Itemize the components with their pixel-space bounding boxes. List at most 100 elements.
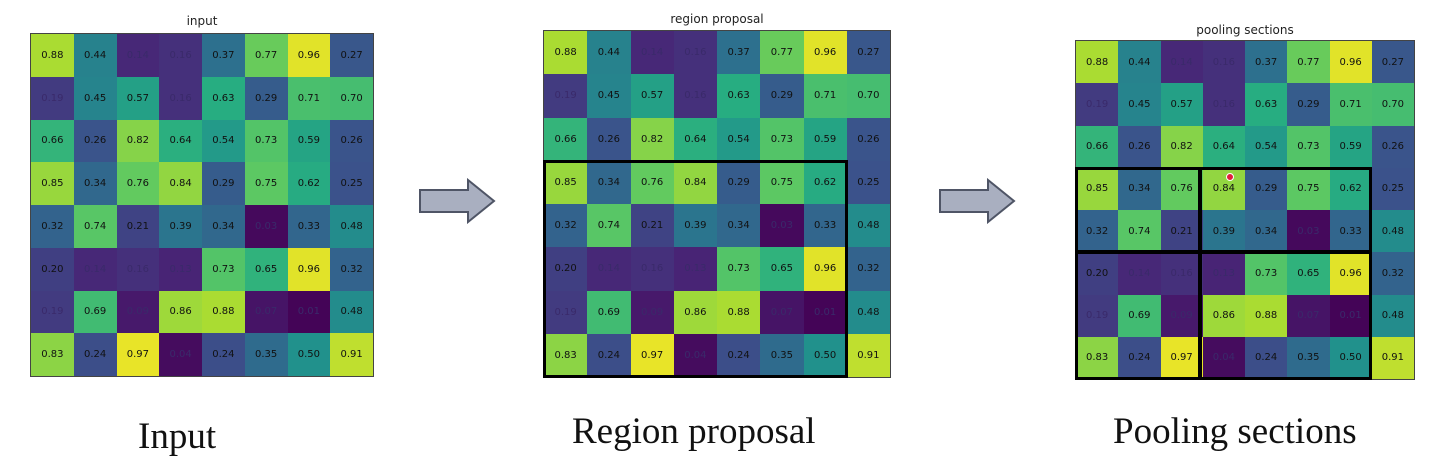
matrix-cell: 0.13: [1202, 252, 1245, 295]
matrix-cell: 0.19: [31, 76, 74, 120]
pooling-sections-caption: Pooling sections: [1113, 411, 1357, 452]
matrix-cell: 0.34: [73, 162, 117, 205]
matrix-cell: 0.39: [673, 204, 717, 248]
matrix-cell: 0.24: [1245, 336, 1288, 379]
matrix-cell: 0.29: [1287, 83, 1330, 126]
matrix-cell: 0.74: [1118, 210, 1161, 253]
matrix-cell: 0.48: [330, 290, 373, 334]
matrix-cell: 0.01: [287, 290, 331, 334]
matrix-cell: 0.64: [159, 119, 202, 163]
matrix-cell: 0.34: [1118, 167, 1161, 210]
matrix-cell: 0.16: [1160, 252, 1203, 295]
matrix-cell: 0.75: [1287, 167, 1330, 210]
matrix-cell: 0.35: [244, 333, 288, 376]
matrix-cell: 0.77: [760, 31, 804, 75]
matrix-cell: 0.64: [1202, 125, 1245, 168]
matrix-cell: 0.82: [116, 119, 160, 163]
matrix-cell: 0.25: [1371, 167, 1414, 210]
matrix-cell: 0.21: [116, 205, 160, 248]
matrix-cell: 0.73: [760, 117, 804, 161]
matrix-cell: 0.85: [31, 162, 74, 205]
matrix-cell: 0.09: [1160, 294, 1203, 337]
matrix-cell: 0.45: [587, 74, 631, 118]
matrix-cell: 0.20: [544, 247, 588, 291]
matrix-cell: 0.57: [1160, 83, 1203, 126]
matrix-cell: 0.83: [544, 333, 588, 377]
matrix-cell: 0.37: [1245, 41, 1288, 84]
matrix-cell: 0.88: [544, 31, 588, 75]
matrix-cell: 0.01: [803, 290, 847, 334]
matrix-cell: 0.50: [287, 333, 331, 376]
matrix-cell: 0.96: [803, 247, 847, 291]
matrix-cell: 0.37: [717, 31, 761, 75]
matrix-cell: 0.48: [1371, 210, 1414, 253]
matrix-cell: 0.97: [1160, 336, 1203, 379]
right-arrow-icon: [419, 178, 496, 224]
matrix-cell: 0.19: [544, 74, 588, 118]
matrix-cell: 0.86: [673, 290, 717, 334]
matrix-cell: 0.54: [1245, 125, 1288, 168]
matrix-cell: 0.45: [1118, 83, 1161, 126]
matrix-cell: 0.34: [202, 205, 245, 248]
matrix-cell: 0.19: [1076, 294, 1119, 337]
matrix-cell: 0.97: [630, 333, 674, 377]
matrix-cell: 0.74: [587, 204, 631, 248]
matrix-cell: 0.77: [244, 34, 288, 77]
matrix-cell: 0.65: [760, 247, 804, 291]
matrix-cell: 0.70: [330, 76, 373, 120]
matrix-cell: 0.07: [244, 290, 288, 334]
matrix-cell: 0.27: [330, 34, 373, 77]
matrix-cell: 0.29: [202, 162, 245, 205]
matrix-cell: 0.57: [630, 74, 674, 118]
matrix-cell: 0.29: [244, 76, 288, 120]
matrix-cell: 0.54: [717, 117, 761, 161]
matrix-cell: 0.07: [760, 290, 804, 334]
matrix-cell: 0.16: [673, 74, 717, 118]
matrix-cell: 0.21: [630, 204, 674, 248]
matrix-cell: 0.16: [1202, 83, 1245, 126]
matrix-cell: 0.70: [846, 74, 890, 118]
matrix-cell: 0.35: [1287, 336, 1330, 379]
matrix-cell: 0.73: [202, 247, 245, 291]
matrix-cell: 0.34: [717, 204, 761, 248]
matrix-cell: 0.24: [202, 333, 245, 376]
matrix-cell: 0.76: [1160, 167, 1203, 210]
matrix-cell: 0.59: [1329, 125, 1372, 168]
matrix-cell: 0.96: [287, 247, 331, 291]
matrix-cell: 0.88: [202, 290, 245, 334]
matrix-cell: 0.96: [287, 34, 331, 77]
matrix-cell: 0.19: [1076, 83, 1119, 126]
matrix-cell: 0.48: [846, 290, 890, 334]
matrix-cell: 0.13: [159, 247, 202, 291]
matrix-cell: 0.35: [760, 333, 804, 377]
matrix-cell: 0.24: [1118, 336, 1161, 379]
matrix-cell: 0.91: [846, 333, 890, 377]
matrix-cell: 0.32: [31, 205, 74, 248]
right-arrow-icon: [939, 178, 1016, 224]
matrix-cell: 0.75: [760, 160, 804, 204]
matrix-cell: 0.48: [846, 204, 890, 248]
matrix-cell: 0.04: [159, 333, 202, 376]
matrix-cell: 0.26: [330, 119, 373, 163]
matrix-cell: 0.32: [330, 247, 373, 291]
matrix-cell: 0.91: [330, 333, 373, 376]
input-caption: Input: [138, 416, 217, 457]
input-matrix: 0.88 0.44 0.14 0.16 0.37 0.77 0.96 0.27 0.19 0.45…: [30, 33, 374, 377]
matrix-cell: 0.66: [1076, 125, 1119, 168]
matrix-cell: 0.84: [673, 160, 717, 204]
matrix-cell: 0.16: [630, 247, 674, 291]
matrix-cell: 0.84: [1202, 167, 1245, 210]
matrix-cell: 0.14: [73, 247, 117, 291]
matrix-cell: 0.32: [846, 247, 890, 291]
matrix-cell: 0.27: [846, 31, 890, 75]
matrix-cell: 0.65: [244, 247, 288, 291]
matrix-cell: 0.73: [1287, 125, 1330, 168]
region-proposal-caption: Region proposal: [572, 411, 816, 452]
matrix-cell: 0.24: [717, 333, 761, 377]
matrix-cell: 0.71: [803, 74, 847, 118]
matrix-cell: 0.26: [846, 117, 890, 161]
matrix-cell: 0.32: [544, 204, 588, 248]
matrix-cell: 0.83: [31, 333, 74, 376]
matrix-cell: 0.16: [159, 34, 202, 77]
matrix-cell: 0.71: [1329, 83, 1372, 126]
